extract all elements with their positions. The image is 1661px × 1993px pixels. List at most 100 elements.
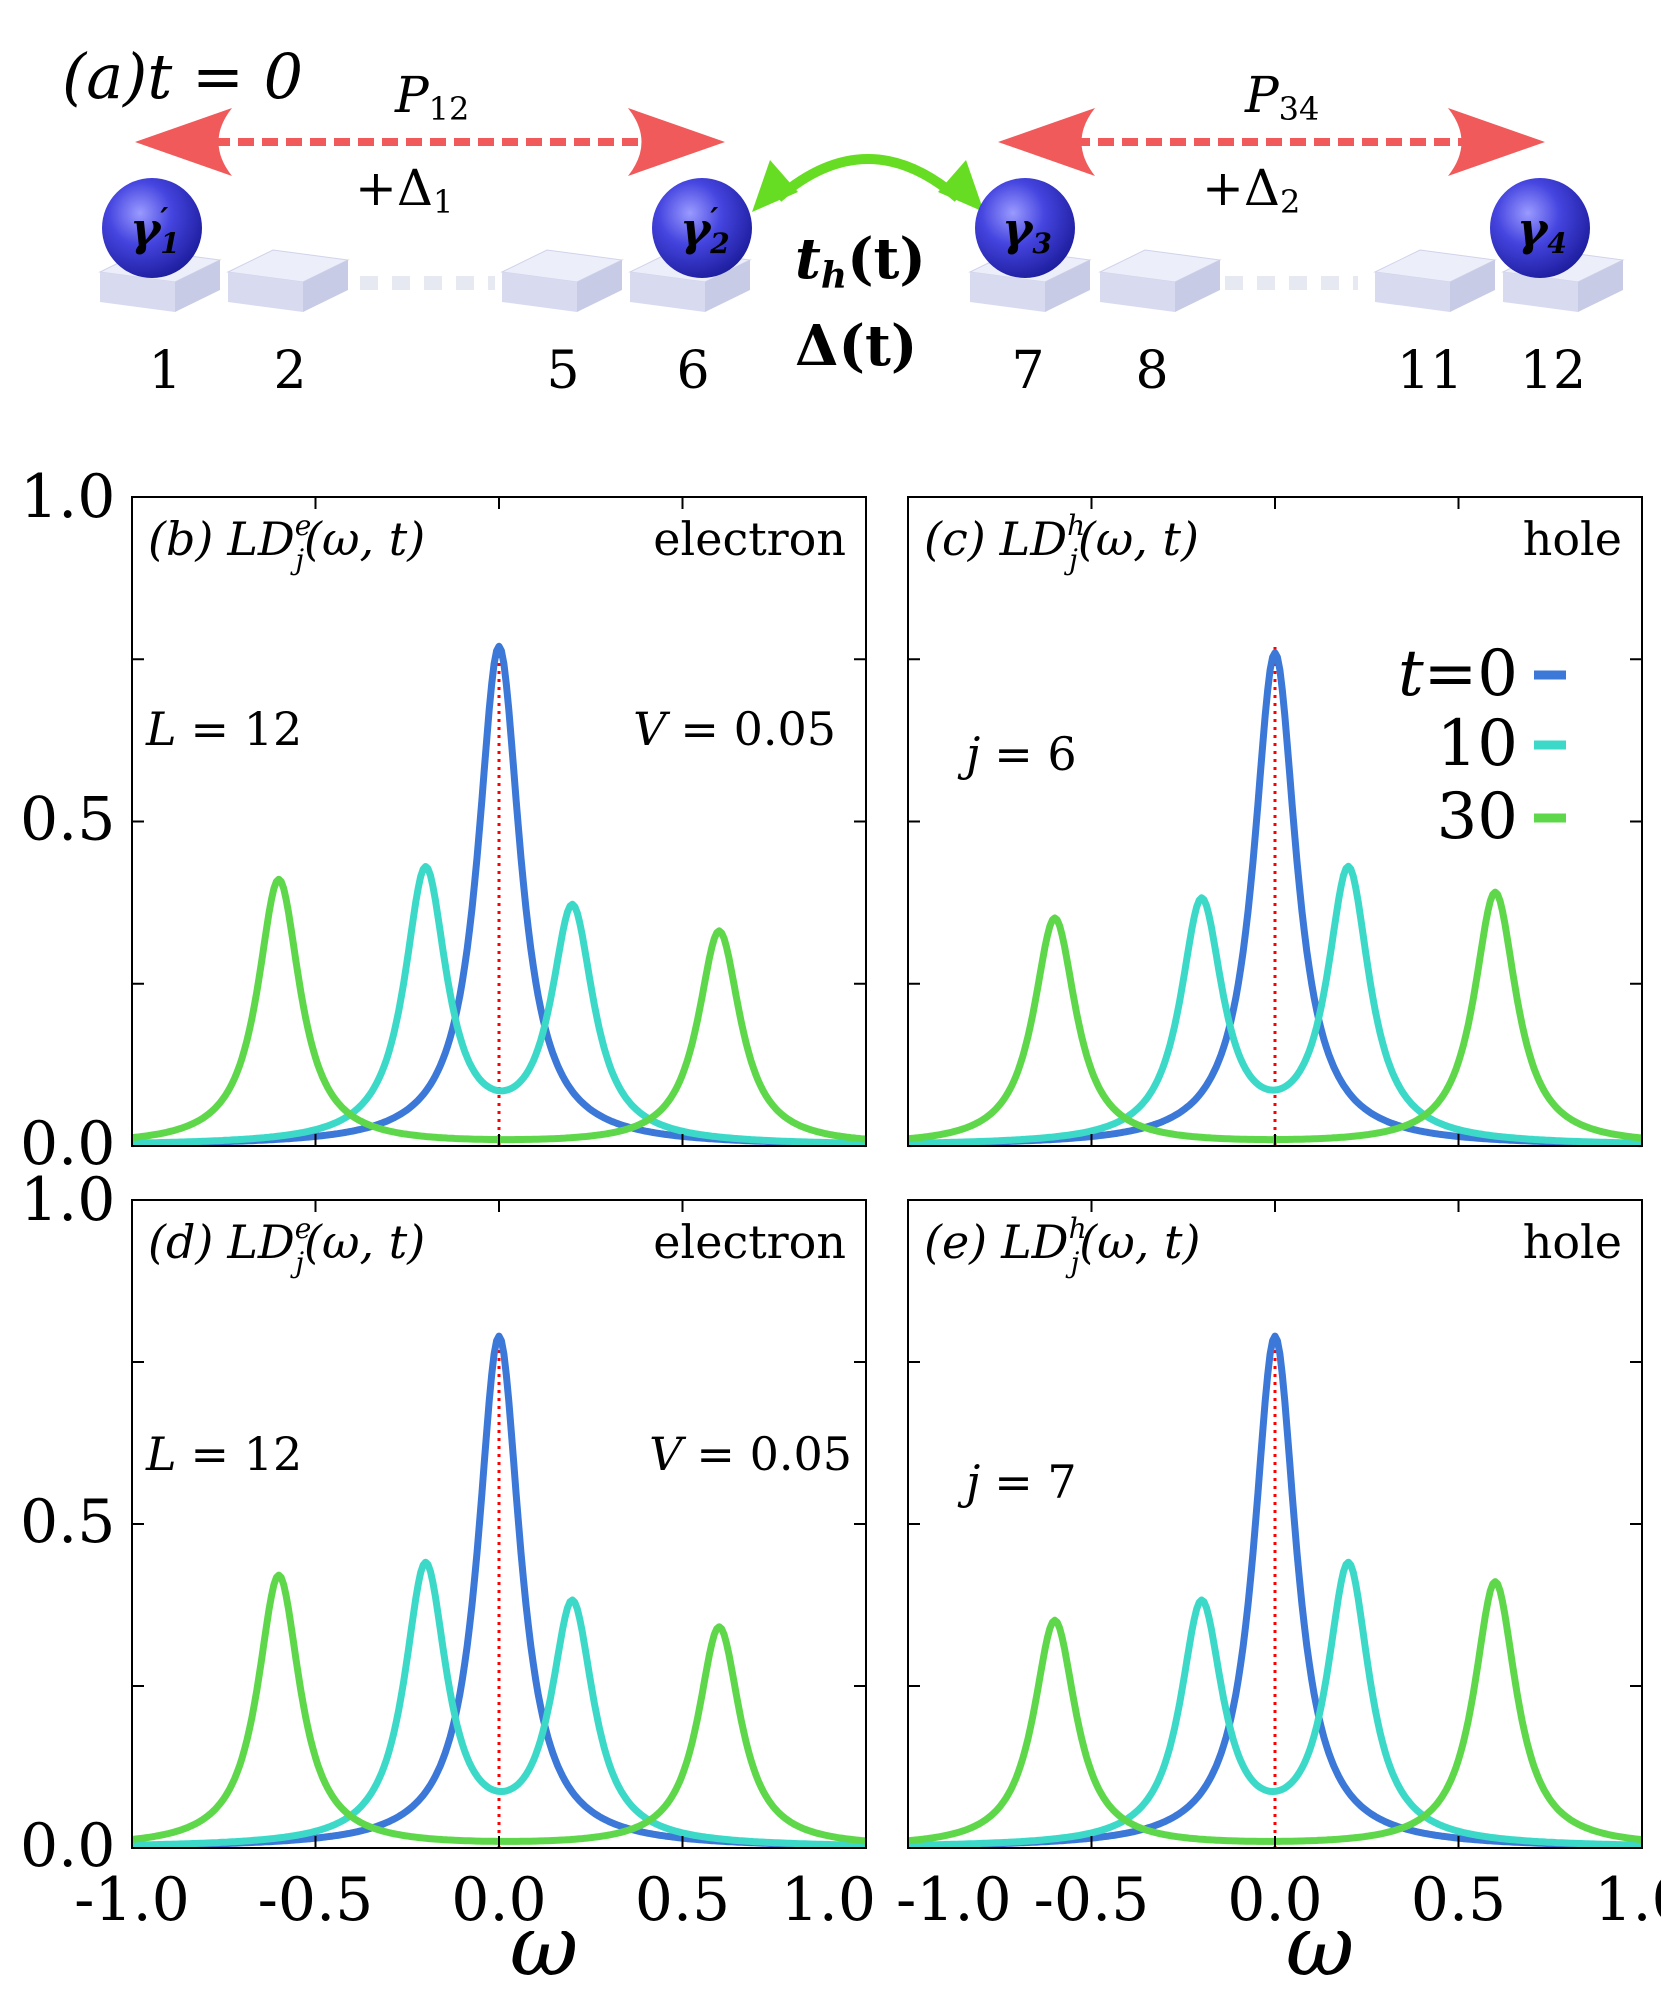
- parity-arrow-12: [135, 108, 725, 176]
- legend-entry-label: 10: [1437, 707, 1518, 781]
- panel-args: (ω, t): [304, 512, 425, 566]
- lattice-site-block: [1098, 249, 1222, 312]
- note-lhs: V: [649, 1427, 687, 1481]
- majorana-4: γ4: [1490, 178, 1590, 278]
- site-label: 12: [1520, 341, 1586, 401]
- majorana-3: γ3: [975, 178, 1075, 278]
- panel-title: (b) LDe j(ω, t): [148, 509, 425, 576]
- panel-args: (ω, t): [304, 1215, 425, 1269]
- panel-a-time: t = 0: [147, 40, 303, 113]
- lattice-site-block: [500, 249, 624, 312]
- majorana-4-symbol: γ: [1517, 202, 1550, 256]
- x-tick-label: 1.0: [1594, 1865, 1661, 1935]
- parity-sub-12: 12: [429, 90, 470, 128]
- plot-panel-b: 0.0 0.5 1.0 (b) LDe j(ω, t) electron L = 12 V = 0.…: [20, 462, 868, 1179]
- panel-label: (b): [148, 512, 213, 566]
- parity-symbol-34: P: [1244, 66, 1280, 124]
- majorana-3-sub: 3: [1032, 227, 1051, 260]
- note-lhs: L: [145, 702, 177, 756]
- legend-value: 10: [1437, 707, 1518, 781]
- parity-symbol-12: P: [394, 66, 430, 124]
- pairing-label: Δ(t): [795, 313, 917, 379]
- note-rhs: = 12: [191, 702, 303, 756]
- series-line-e-1: [906, 1558, 1644, 1849]
- panel-title: (c) LDh j(ω, t): [924, 509, 1199, 576]
- parity-sub-34: 34: [1279, 90, 1320, 128]
- panel-label: (d): [148, 1215, 213, 1269]
- hopping-arg: (t): [847, 226, 926, 292]
- parity-label-12: P12: [394, 66, 469, 128]
- site-labels: 1 2 5 6 7 8 11 12: [148, 341, 1586, 401]
- note-lhs: V: [633, 702, 671, 756]
- x-tick-label: 1.0: [781, 1865, 876, 1935]
- lattice-sites: [98, 249, 1625, 312]
- legend-value: =0: [1424, 637, 1518, 711]
- note-bias: V = 0.05: [649, 1427, 852, 1481]
- series-line-b-1: [130, 863, 868, 1147]
- site-label: 2: [273, 341, 306, 401]
- note-system-size: L = 12: [145, 702, 302, 756]
- hopping-label: th(t): [795, 226, 926, 297]
- panel-title: (e) LDh j(ω, t): [924, 1212, 1200, 1279]
- plot-panel-d: 0.0 0.5 1.0 -1.0 -0.5 0.0 0.5 1.0 ω (d) LDe j(ω, t)…: [20, 1165, 876, 1993]
- note-system-size: L = 12: [145, 1427, 302, 1481]
- x-axis-label: ω: [510, 1897, 579, 1993]
- panel-label: (c): [924, 512, 986, 566]
- panel-kind-label: hole: [1523, 1215, 1622, 1269]
- panel-args: (ω, t): [1079, 1215, 1200, 1269]
- majorana-1: γ′ 1: [102, 178, 202, 278]
- schematic-panel-a: (a)t = 0 P12 +Δ1 P34 +Δ2: [62, 40, 1625, 401]
- majorana-4-label: γ4: [1517, 202, 1567, 260]
- gap-label-2: +Δ2: [1202, 159, 1300, 221]
- majorana-2-sub: 2: [709, 227, 729, 260]
- legend-title: t: [1398, 637, 1424, 711]
- gap-sub-2: 2: [1280, 183, 1300, 221]
- panel-superscript: e: [295, 509, 312, 542]
- parity-label-34: P34: [1244, 66, 1319, 128]
- panel-quantity: LD: [999, 512, 1067, 566]
- x-tick-label: -0.5: [258, 1865, 374, 1935]
- x-axis-label: ω: [1286, 1897, 1355, 1993]
- coupling-arrow: [752, 154, 984, 212]
- gap-symbol-2: +Δ: [1202, 159, 1280, 217]
- majorana-2: γ′ 2: [652, 178, 752, 278]
- note-lhs: j: [957, 727, 980, 781]
- panel-kind-label: electron: [653, 512, 846, 566]
- gap-sub-1: 1: [433, 183, 453, 221]
- panel-args: (ω, t): [1078, 512, 1199, 566]
- y-tick-label: 0.5: [20, 785, 115, 855]
- legend-value: 30: [1437, 780, 1518, 854]
- panel-label: (e): [924, 1215, 987, 1269]
- site-label: 6: [676, 341, 709, 401]
- gap-symbol-1: +Δ: [355, 159, 433, 217]
- y-tick-label: 0.5: [20, 1487, 115, 1557]
- x-tick-label: 0.5: [635, 1865, 730, 1935]
- majorana-1-label: γ′ 1: [130, 202, 180, 260]
- note-rhs: = 6: [994, 727, 1076, 781]
- majorana-4-sub: 4: [1547, 227, 1566, 260]
- panel-quantity: LD: [226, 1215, 294, 1269]
- note-rhs: = 0.05: [680, 702, 836, 756]
- x-tick-label: -1.0: [74, 1865, 190, 1935]
- note-rhs: = 0.05: [696, 1427, 852, 1481]
- legend-entry-label: 30: [1437, 780, 1518, 854]
- x-tick-label: -1.0: [896, 1865, 1012, 1935]
- site-label: 11: [1397, 341, 1463, 401]
- site-label: 5: [546, 341, 579, 401]
- panel-superscript: e: [295, 1212, 312, 1245]
- panel-quantity: LD: [226, 512, 294, 566]
- parity-arrow-34: [998, 108, 1545, 176]
- note-lhs: j: [957, 1455, 980, 1509]
- note-site-index: j = 6: [957, 727, 1077, 781]
- site-label: 7: [1011, 341, 1044, 401]
- series-line-c-1: [906, 862, 1644, 1147]
- panel-a-letter: (a): [62, 40, 147, 113]
- note-lhs: L: [145, 1427, 177, 1481]
- panel-title: (d) LDe j(ω, t): [148, 1212, 425, 1279]
- hopping-sub: h: [821, 255, 847, 297]
- panel-superscript: h: [1069, 1212, 1087, 1245]
